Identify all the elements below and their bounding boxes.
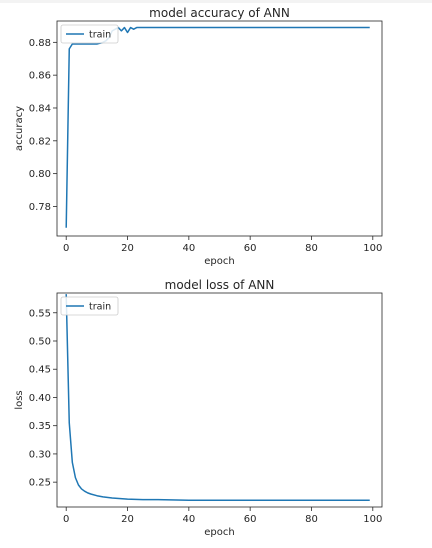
chart-title-1: model loss of ANN — [165, 278, 275, 292]
series-line-1-0 — [65, 294, 370, 501]
x-tick-label-1: 100 — [363, 514, 382, 525]
x-tick-label-0: 40 — [182, 243, 195, 254]
y-tick-label-1: 0.45 — [29, 365, 51, 376]
legend-label-0: train — [89, 30, 111, 41]
x-axis-label-0: epoch — [204, 256, 234, 267]
plot-area-0 — [56, 20, 383, 237]
y-tick-label-1: 0.40 — [29, 393, 51, 404]
x-tick-label-1: 20 — [121, 514, 134, 525]
x-tick-label-0: 100 — [363, 243, 382, 254]
x-tick-label-1: 80 — [305, 514, 318, 525]
x-tick-label-0: 0 — [63, 243, 69, 254]
chart-title-0: model accuracy of ANN — [149, 6, 290, 20]
legend-label-1: train — [89, 302, 111, 313]
x-axis-label-1: epoch — [204, 527, 234, 538]
y-tick-label-0: 0.84 — [29, 103, 51, 114]
y-axis-label-0: accuracy — [14, 106, 25, 151]
series-line-0-0 — [65, 26, 370, 228]
x-tick-label-0: 60 — [244, 243, 257, 254]
x-tick-label-0: 80 — [305, 243, 318, 254]
x-tick-label-1: 0 — [63, 514, 69, 525]
y-tick-label-1: 0.30 — [29, 449, 51, 460]
y-tick-label-0: 0.80 — [29, 169, 51, 180]
y-tick-label-0: 0.82 — [29, 136, 51, 147]
legend-box-1 — [60, 296, 119, 316]
x-tick-label-0: 20 — [121, 243, 134, 254]
top-border — [0, 0, 432, 3]
y-tick-label-1: 0.50 — [29, 336, 51, 347]
y-tick-label-1: 0.35 — [29, 421, 51, 432]
x-tick-label-1: 60 — [244, 514, 257, 525]
y-tick-label-0: 0.86 — [29, 71, 51, 82]
plot-area-1 — [56, 292, 383, 508]
y-tick-label-0: 0.78 — [29, 202, 51, 213]
x-tick-label-1: 40 — [182, 514, 195, 525]
legend-box-0 — [60, 24, 119, 44]
y-tick-label-1: 0.25 — [29, 478, 51, 489]
y-tick-label-1: 0.55 — [29, 308, 51, 319]
y-tick-label-0: 0.88 — [29, 38, 51, 49]
y-axis-label-1: loss — [14, 390, 25, 409]
